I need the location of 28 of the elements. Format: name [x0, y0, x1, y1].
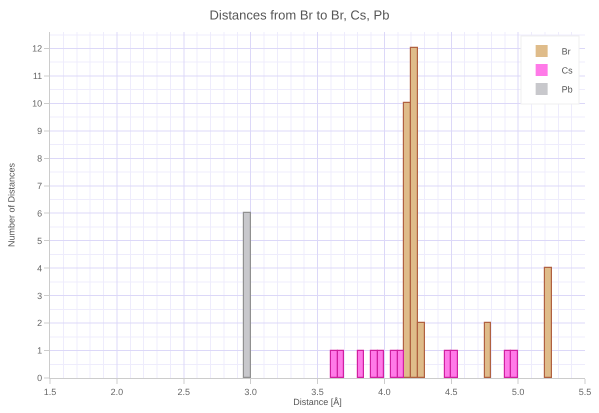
x-tick-label: 2.0 — [110, 386, 124, 397]
legend-label: Pb — [562, 84, 573, 94]
y-tick-label: 1 — [37, 346, 42, 356]
x-tick-label: 3.0 — [244, 386, 257, 397]
x-tick-label: 4.5 — [444, 386, 458, 397]
y-tick-label: 7 — [37, 180, 42, 191]
y-tick-label: 10 — [32, 98, 42, 109]
y-axis-title: Number of Distances — [6, 162, 17, 248]
y-tick-label: 3 — [37, 290, 42, 301]
x-tick-label: 1.5 — [44, 386, 56, 397]
y-tick-label: 4 — [37, 263, 42, 274]
y-tick-label: 6 — [37, 208, 42, 218]
y-tick-label: 11 — [32, 71, 42, 82]
x-tick-label: 5.0 — [512, 386, 524, 397]
y-tick-label: 8 — [37, 153, 42, 164]
y-tick-label: 5 — [37, 236, 42, 246]
y-tick-label: 0 — [37, 373, 42, 384]
y-tick-label: 9 — [37, 126, 42, 136]
x-axis-title: Distance [Å] — [293, 396, 342, 407]
x-tick-label: 4.0 — [378, 386, 391, 397]
x-tick-label: 5.5 — [578, 386, 592, 397]
x-tick-label: 3.5 — [311, 386, 324, 397]
legend-label: Br — [562, 46, 571, 56]
legend-label: Cs — [562, 65, 574, 76]
chart-title: Distances from Br to Br, Cs, Pb — [210, 7, 390, 22]
x-tick-label: 2.5 — [177, 386, 190, 397]
y-tick-label: 2 — [37, 318, 42, 328]
y-tick-label: 12 — [32, 44, 42, 54]
